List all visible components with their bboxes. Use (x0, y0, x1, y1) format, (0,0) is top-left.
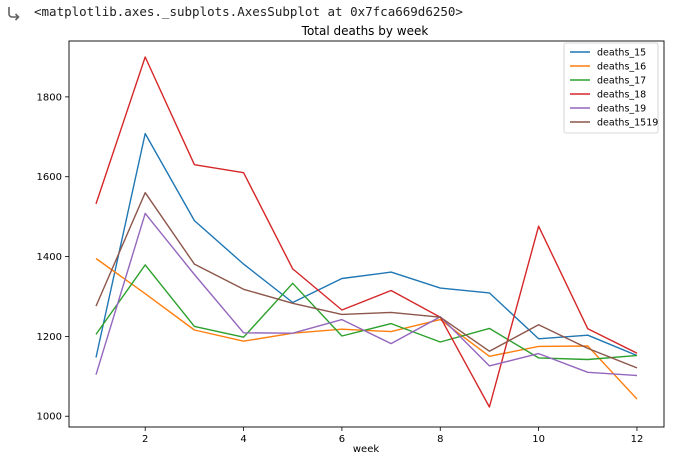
axis-ticks: 2 4 6 8 10 12 1000 1200 1400 1600 1800 (37, 92, 644, 445)
series-line-deaths_19 (95, 212, 638, 377)
y-tick-label: 1200 (37, 332, 62, 343)
legend-label-deaths_15: deaths_15 (597, 48, 646, 59)
output-repr-text: <matplotlib.axes._subplots.AxesSubplot a… (34, 4, 463, 19)
x-tick-label: 12 (631, 434, 644, 445)
output-redirect-icon[interactable] (6, 5, 22, 21)
y-tick-label: 1400 (37, 252, 62, 263)
series-line-deaths_16 (95, 257, 638, 400)
axes-frame (68, 40, 665, 428)
legend-label-deaths_17: deaths_17 (597, 76, 646, 87)
x-tick-label: 8 (437, 434, 443, 445)
y-tick-label: 1800 (37, 92, 62, 103)
y-tick-label: 1600 (37, 172, 62, 183)
series-lines (95, 56, 638, 408)
x-tick-label: 6 (339, 434, 345, 445)
x-tick-label: 4 (240, 434, 246, 445)
series-line-deaths_1519 (95, 191, 638, 369)
y-tick-label: 1000 (37, 412, 62, 423)
series-line-deaths_17 (95, 264, 638, 361)
legend-label-deaths_1519: deaths_1519 (597, 118, 658, 129)
legend: deaths_15 deaths_16 deaths_17 deaths_18deat… (563, 42, 659, 134)
legend-label-deaths_18: deaths_18 (597, 90, 646, 101)
legend-label-deaths_16: deaths_16 (597, 62, 646, 73)
x-tick-label: 10 (532, 434, 545, 445)
x-tick-label: 2 (142, 434, 148, 445)
series-line-deaths_15 (95, 132, 638, 358)
chart-title: Total deaths by week (301, 24, 429, 38)
series-line-deaths_18 (95, 56, 638, 408)
legend-label-deaths_19: deaths_19 (597, 104, 646, 115)
x-axis-label: week (353, 444, 379, 455)
